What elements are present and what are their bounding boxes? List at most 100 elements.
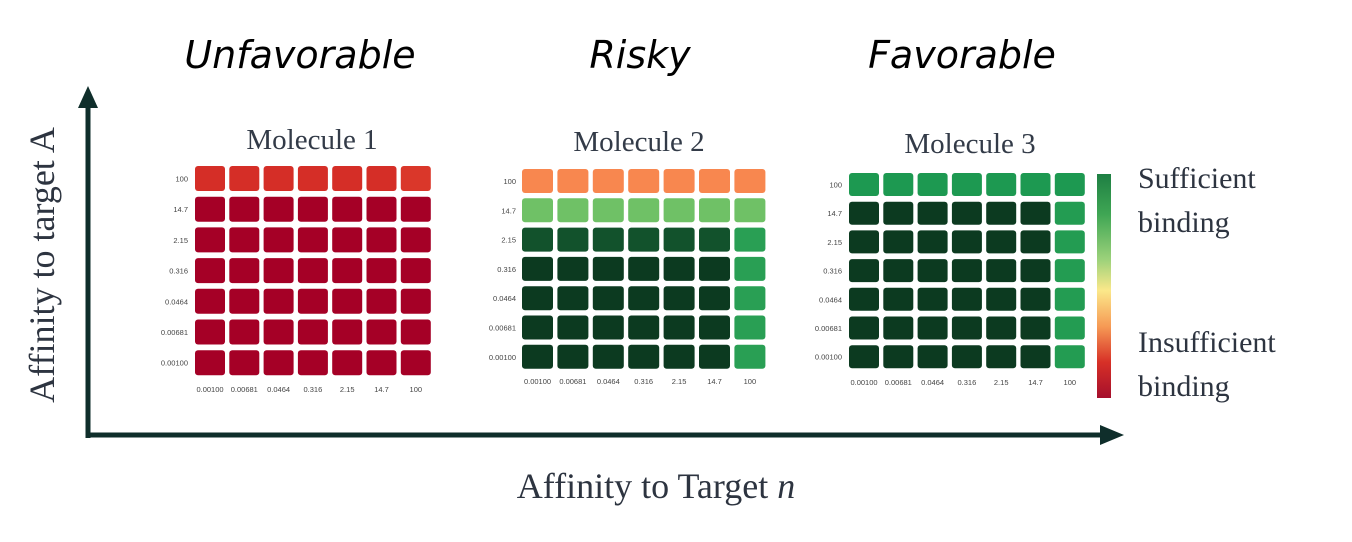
heatmap-cell (699, 198, 730, 223)
heatmap-cell (297, 258, 328, 284)
heatmap-cell (229, 288, 260, 314)
heatmap-cell (557, 256, 589, 281)
row-tick-label: 0.00681 (815, 324, 842, 333)
heatmap-cell (366, 288, 397, 314)
col-tick-label: 0.316 (304, 385, 323, 394)
heatmap-cell (366, 350, 397, 376)
legend-colorbar (1097, 174, 1111, 398)
heatmap-cell (263, 196, 294, 222)
heatmap-cell (849, 173, 879, 196)
y-axis-arrowhead (78, 86, 98, 108)
heatmap-cell (263, 166, 294, 191)
heatmap-cell (628, 286, 660, 311)
heatmap-cell (734, 315, 766, 340)
heatmap-cell (195, 350, 225, 376)
row-tick-label: 2.15 (827, 238, 842, 247)
row-tick-label: 0.00100 (489, 353, 516, 362)
col-tick-label: 0.316 (958, 378, 977, 387)
heatmap-cell (1020, 230, 1051, 254)
row-tick-label: 0.0464 (493, 294, 516, 303)
heatmap-cell (1020, 201, 1051, 225)
legend-sufficient-line1: Sufficient (1138, 162, 1256, 195)
heatmap-cell (1054, 230, 1085, 254)
heatmap-cell (951, 230, 982, 254)
heatmap-cell (663, 169, 695, 193)
heatmap-cell (297, 319, 328, 345)
heatmap-cell (699, 227, 730, 252)
row-tick-label: 100 (175, 175, 188, 184)
heatmap-cell (592, 286, 624, 311)
category-unfavorable: Unfavorable (184, 33, 415, 77)
heatmap-cell (229, 258, 260, 284)
heatmap-cell (332, 196, 363, 222)
heatmap-cell (663, 344, 695, 369)
heatmap-cell (917, 259, 948, 283)
heatmap-cell (699, 169, 730, 193)
heatmap-cell (1020, 259, 1051, 283)
heatmap-cell (400, 288, 431, 314)
heatmap-cell (628, 169, 660, 193)
y-axis-label: Affinity to target A (22, 127, 62, 403)
heatmap-cell (522, 169, 553, 193)
heatmap-cell (297, 227, 328, 253)
heatmap-cell (951, 345, 982, 369)
heatmap-cell (951, 201, 982, 225)
heatmap-cell (400, 319, 431, 345)
row-tick-label: 14.7 (501, 206, 516, 215)
heatmap-cell (628, 198, 660, 223)
heatmap-cell (263, 227, 294, 253)
heatmap-cell (849, 230, 879, 254)
category-favorable: Favorable (868, 33, 1056, 77)
heatmap-cell (1020, 316, 1051, 340)
row-tick-label: 100 (829, 181, 842, 190)
x-axis-label-main: Affinity to Target (517, 466, 777, 506)
heatmap-cell (917, 173, 948, 196)
col-tick-label: 0.00681 (885, 378, 912, 387)
heatmap-cell (522, 227, 553, 252)
heatmap-cell (1054, 345, 1085, 369)
heatmap-cell (917, 230, 948, 254)
heatmap-cell (229, 350, 260, 376)
col-tick-label: 100 (410, 385, 423, 394)
row-tick-label: 0.0464 (165, 297, 188, 306)
heatmap-title: Molecule 2 (573, 126, 704, 158)
heatmap-cell (332, 227, 363, 253)
heatmap-cell (229, 166, 260, 191)
heatmap-cell (663, 256, 695, 281)
row-tick-label: 2.15 (501, 236, 516, 245)
heatmap-cell (849, 259, 879, 283)
heatmap-molecule-3: Molecule 3 100 14.7 2.15 0.316 0.0464 0.00681… (815, 128, 1085, 387)
heatmap-cell (297, 196, 328, 222)
heatmap-cell (917, 316, 948, 340)
heatmap-cell (1054, 287, 1085, 311)
x-axis-label-variable: n (777, 466, 795, 506)
row-tick-label: 0.0464 (819, 295, 842, 304)
heatmap-cell (557, 169, 589, 193)
col-tick-label: 0.316 (634, 377, 653, 386)
heatmap-cell (195, 258, 225, 284)
col-tick-label: 14.7 (707, 377, 722, 386)
col-tick-label: 100 (744, 377, 757, 386)
color-legend: Sufficient binding Insufficient binding (1097, 162, 1276, 403)
x-axis-label: Affinity to Target n (517, 466, 795, 506)
heatmap-cell (883, 173, 914, 196)
heatmap-cell (400, 227, 431, 253)
heatmap-cell (332, 166, 363, 191)
heatmap-cell (366, 196, 397, 222)
heatmap-cell (557, 315, 589, 340)
heatmap-cell (883, 316, 914, 340)
heatmap-cell (522, 286, 553, 311)
heatmap-cell (849, 287, 879, 311)
heatmap-cell (557, 227, 589, 252)
heatmap-cell (400, 258, 431, 284)
heatmap-cell (1054, 201, 1085, 225)
heatmap-cell (592, 315, 624, 340)
heatmap-cell (849, 316, 879, 340)
heatmap-title: Molecule 1 (246, 124, 377, 156)
axes (78, 86, 1124, 445)
heatmap-cell (734, 256, 766, 281)
heatmap-cell (592, 198, 624, 223)
category-risky: Risky (589, 33, 691, 77)
heatmap-cell (951, 173, 982, 196)
